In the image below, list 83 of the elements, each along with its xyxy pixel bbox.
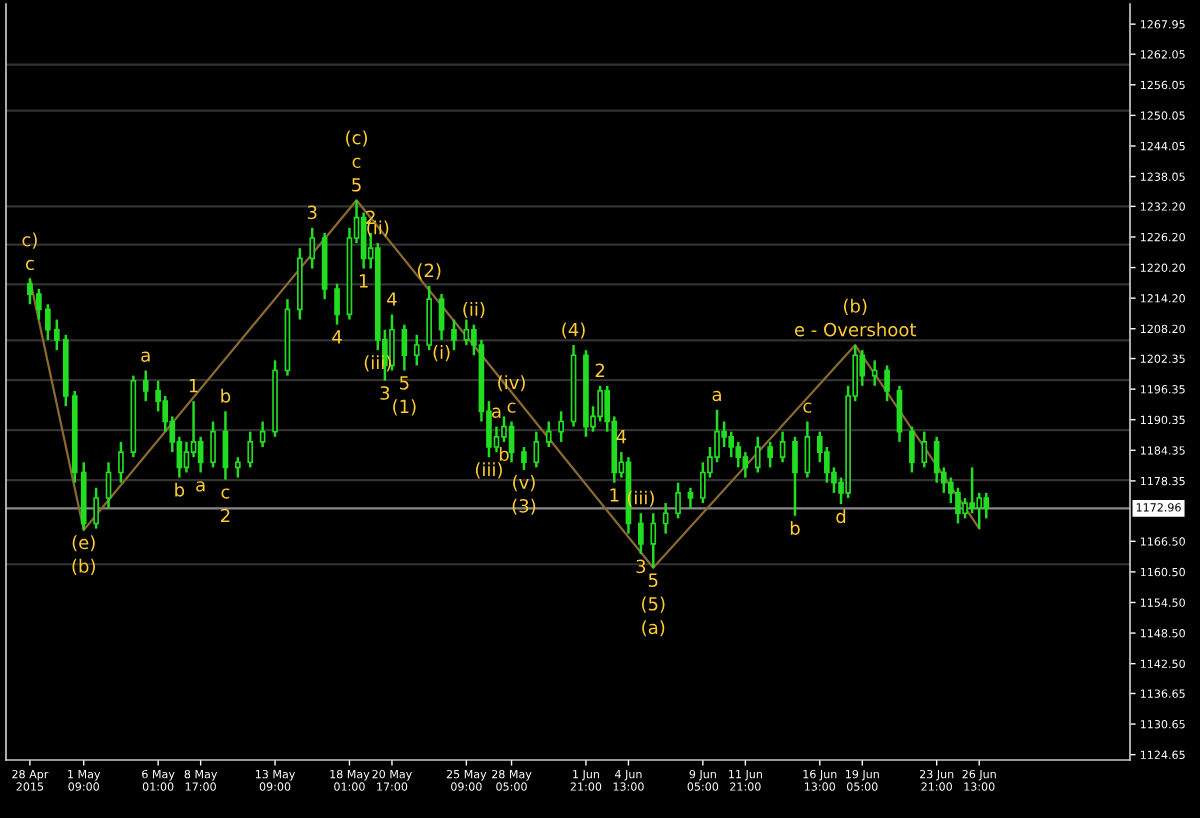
annotation: c	[25, 259, 34, 271]
annotation: a	[492, 407, 501, 418]
annotation: 4	[387, 292, 397, 306]
candlestick	[210, 420, 216, 469]
annotation: (i)	[433, 345, 450, 362]
candlestick	[728, 430, 735, 459]
candlestick	[921, 430, 928, 469]
annotation: 1	[189, 379, 198, 393]
annotation: 2	[221, 508, 230, 523]
annotation: c	[803, 402, 812, 413]
candlestick	[334, 282, 340, 326]
candlestick	[413, 333, 420, 367]
candlestick	[93, 486, 99, 530]
candlestick	[983, 491, 990, 520]
candlestick	[687, 486, 694, 510]
candlestick	[521, 445, 527, 472]
annotation: (b)	[843, 298, 867, 315]
annotation: c	[352, 157, 361, 168]
annotation: (a)	[642, 620, 665, 637]
annotation: 1	[610, 488, 619, 502]
candlestick	[545, 420, 552, 449]
candlestick	[742, 450, 749, 479]
candlestick	[463, 318, 470, 347]
candlestick	[969, 466, 975, 515]
candlestick	[426, 284, 432, 352]
candlestick	[767, 440, 773, 469]
candlestick	[909, 425, 915, 474]
candlestick	[638, 512, 644, 556]
annotation: (1)	[393, 399, 416, 416]
annotation: 3	[307, 205, 317, 220]
annotation: (c)	[346, 130, 367, 147]
candlestick	[754, 435, 761, 474]
annotation: 2	[595, 363, 605, 377]
candlestick	[675, 481, 681, 520]
annotation: 3	[636, 559, 646, 574]
candlestick	[309, 226, 316, 270]
annotation: (3)	[512, 498, 536, 515]
annotation: (ii)	[367, 220, 389, 237]
annotation: b	[790, 520, 800, 535]
annotation: c)	[22, 232, 37, 249]
candlestick	[650, 512, 657, 570]
candlestick	[118, 440, 124, 484]
annotation: (iv)	[498, 375, 525, 392]
annotation: 5	[400, 376, 409, 390]
annotation: (iii)	[475, 462, 502, 479]
annotation: (5)	[642, 596, 665, 613]
candlestick	[779, 430, 786, 464]
annotation: (2)	[417, 263, 441, 280]
annotation: 3	[380, 386, 390, 400]
candlestick	[896, 384, 903, 444]
candlestick	[558, 410, 564, 444]
candlestick	[662, 501, 669, 535]
annotation: (v)	[513, 475, 535, 492]
annotation: 5	[648, 573, 658, 587]
annotation: 1	[359, 274, 368, 288]
annotation: (b)	[72, 558, 95, 575]
annotation: a	[141, 351, 150, 362]
candlestick	[247, 430, 254, 469]
annotation: b	[175, 482, 185, 497]
annotation: (ii)	[463, 302, 485, 319]
candlestick	[871, 359, 878, 388]
candlestick	[259, 420, 266, 449]
annotation: a	[196, 481, 205, 492]
annotation: (e)	[72, 535, 95, 552]
candlestick	[142, 369, 149, 403]
annotation: c	[221, 488, 230, 499]
candlestick	[235, 455, 241, 479]
candlestick	[792, 435, 798, 518]
annotation: a	[712, 390, 721, 402]
candlestick	[451, 318, 457, 352]
annotation: (4)	[562, 322, 585, 339]
annotation: d	[836, 509, 846, 524]
candlestick	[955, 486, 961, 525]
annotation: b	[499, 447, 509, 462]
annotation: 2	[366, 210, 375, 224]
annotation: 5	[352, 178, 361, 192]
annotation: c	[507, 402, 516, 413]
candlestick	[884, 364, 890, 403]
annotation: b	[221, 388, 231, 403]
candlestick	[438, 292, 445, 342]
annotation: 4	[332, 330, 342, 344]
annotation: e - Overshoot	[794, 322, 917, 337]
candlestick	[533, 430, 540, 469]
